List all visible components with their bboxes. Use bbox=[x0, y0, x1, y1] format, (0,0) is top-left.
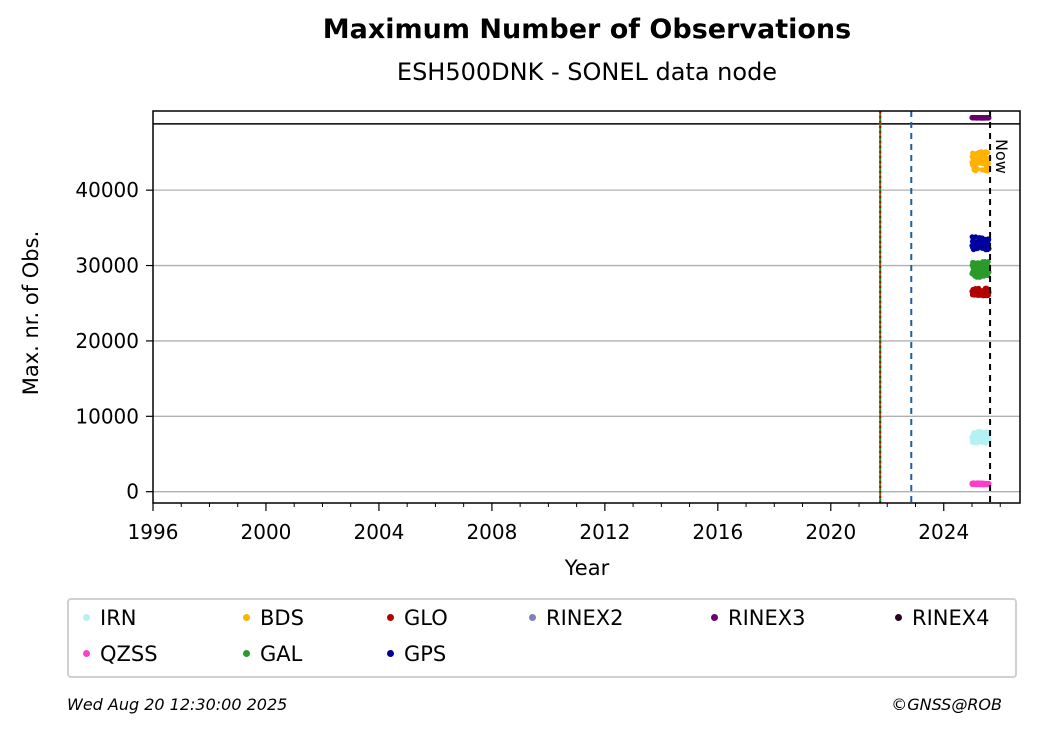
x-tick-label: 2008 bbox=[466, 520, 517, 544]
legend-label: GPS bbox=[404, 642, 447, 666]
timestamp: Wed Aug 20 12:30:00 2025 bbox=[67, 695, 288, 714]
data-point-bds bbox=[985, 161, 992, 167]
axes: 0 10000 20000 30000 40000 1996 2000 2004 2008 201… bbox=[75, 178, 1001, 544]
data-point-bds bbox=[985, 149, 991, 156]
data-point-gal bbox=[985, 259, 991, 265]
legend-marker bbox=[243, 613, 250, 621]
legend-item-rinex2: RINEX2 bbox=[529, 606, 624, 630]
x-tick-label: 1996 bbox=[128, 520, 179, 544]
y-tick-label: 40000 bbox=[75, 178, 139, 202]
legend-marker bbox=[83, 649, 90, 657]
y-tick-label: 0 bbox=[126, 480, 139, 504]
x-axis-label: Year bbox=[564, 556, 610, 580]
legend-item-rinex4: RINEX4 bbox=[895, 606, 990, 630]
legend-label: RINEX4 bbox=[912, 606, 990, 630]
legend-marker bbox=[243, 649, 250, 657]
legend-label: GAL bbox=[260, 642, 303, 666]
data-points bbox=[969, 115, 992, 488]
legend-label: BDS bbox=[260, 606, 304, 630]
data-point-qzss bbox=[986, 480, 992, 486]
legend: IRN BDS GLO RINEX2 RINEX3 RINEX4 QZSS GAL GPS bbox=[67, 598, 1017, 678]
legend-label: RINEX3 bbox=[728, 606, 806, 630]
chart-title: Maximum Number of Observations bbox=[322, 14, 852, 45]
legend-marker bbox=[711, 613, 718, 621]
legend-item-rinex3: RINEX3 bbox=[711, 606, 806, 630]
legend-marker bbox=[529, 613, 536, 621]
legend-item-gal: GAL bbox=[243, 642, 302, 666]
chart-subtitle: ESH500DNK - SONEL data node bbox=[396, 58, 778, 86]
y-axis-label: Max. nr. of Obs. bbox=[19, 231, 43, 396]
legend-marker bbox=[895, 613, 902, 621]
legend-label: QZSS bbox=[100, 642, 158, 666]
y-tick-label: 10000 bbox=[75, 404, 139, 428]
legend-item-bds: BDS bbox=[243, 606, 304, 630]
now-label: Now bbox=[992, 139, 1011, 174]
plot-frame bbox=[152, 110, 1021, 504]
legend-label: IRN bbox=[100, 606, 137, 630]
y-tick-label: 20000 bbox=[75, 329, 139, 353]
legend-label: RINEX2 bbox=[546, 606, 624, 630]
x-tick-label: 2024 bbox=[918, 520, 969, 544]
x-tick-label: 2020 bbox=[805, 520, 856, 544]
vertical-markers bbox=[879, 111, 992, 503]
legend-marker bbox=[83, 613, 90, 621]
x-tick-label: 2016 bbox=[692, 520, 743, 544]
legend-label: GLO bbox=[404, 606, 448, 630]
legend-item-gps: GPS bbox=[387, 642, 446, 666]
x-tick-label: 2012 bbox=[579, 520, 630, 544]
grid-lines bbox=[153, 123, 1020, 493]
x-tick-label: 2000 bbox=[241, 520, 292, 544]
x-tick-label: 2004 bbox=[353, 520, 404, 544]
credit: ©GNSS@ROB bbox=[891, 695, 1002, 714]
legend-item-glo: GLO bbox=[387, 606, 448, 630]
legend-marker bbox=[387, 613, 394, 621]
legend-item-qzss: QZSS bbox=[83, 642, 158, 666]
data-point-bds bbox=[974, 166, 981, 172]
legend-marker bbox=[387, 649, 394, 657]
y-tick-label: 30000 bbox=[75, 254, 139, 278]
legend-item-irn: IRN bbox=[83, 606, 137, 630]
